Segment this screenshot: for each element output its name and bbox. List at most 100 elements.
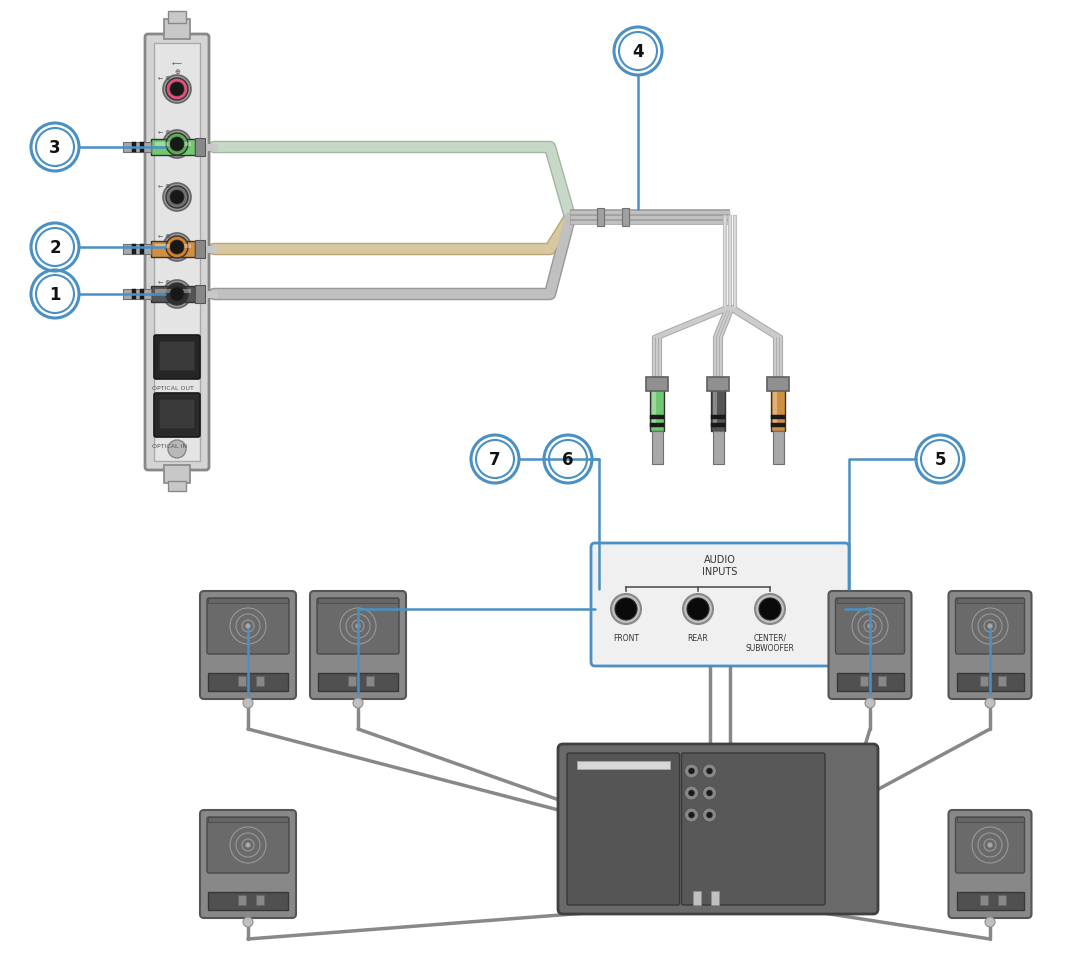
Bar (998, 895, 1006, 905)
Circle shape (702, 786, 716, 800)
Circle shape (163, 76, 191, 104)
Bar (151, 140, 195, 156)
Circle shape (987, 624, 993, 629)
Bar (836, 599, 903, 603)
FancyBboxPatch shape (956, 599, 1024, 654)
FancyBboxPatch shape (835, 599, 904, 654)
Bar (956, 818, 1024, 822)
FancyBboxPatch shape (566, 753, 680, 905)
Circle shape (987, 843, 993, 848)
FancyBboxPatch shape (154, 393, 200, 437)
Bar (693, 891, 700, 905)
Circle shape (688, 790, 695, 796)
Bar (980, 677, 988, 687)
Text: 6: 6 (562, 451, 574, 468)
Circle shape (707, 812, 712, 819)
Text: 7: 7 (489, 451, 501, 468)
Bar (650, 416, 664, 420)
Bar (652, 431, 663, 465)
Circle shape (163, 234, 191, 262)
Bar (151, 242, 195, 258)
Bar (836, 673, 903, 691)
Bar (208, 673, 288, 691)
Bar (771, 389, 786, 431)
Text: 5: 5 (934, 451, 946, 468)
Bar (208, 818, 288, 822)
Bar (155, 143, 191, 147)
Circle shape (243, 917, 252, 927)
Bar (195, 286, 205, 304)
Bar (164, 20, 190, 40)
Text: 2: 2 (50, 239, 60, 257)
Text: AUDIO
INPUTS: AUDIO INPUTS (702, 555, 738, 576)
Circle shape (702, 808, 716, 822)
Circle shape (868, 624, 873, 629)
FancyBboxPatch shape (948, 810, 1032, 918)
Bar (140, 289, 144, 299)
FancyBboxPatch shape (948, 592, 1032, 699)
Bar (132, 244, 136, 254)
Circle shape (684, 786, 698, 800)
Circle shape (687, 599, 709, 620)
Bar (238, 677, 246, 687)
Bar (366, 677, 374, 687)
Circle shape (168, 440, 186, 459)
FancyBboxPatch shape (154, 335, 200, 379)
FancyBboxPatch shape (829, 592, 912, 699)
Bar (956, 673, 1024, 691)
Bar (577, 761, 669, 770)
Circle shape (246, 843, 250, 848)
Bar (208, 599, 288, 603)
Circle shape (684, 808, 698, 822)
Circle shape (707, 768, 712, 775)
FancyBboxPatch shape (200, 592, 296, 699)
Bar (707, 378, 729, 391)
Bar (256, 895, 264, 905)
Bar (168, 12, 186, 24)
Text: 4: 4 (632, 43, 644, 61)
Bar (711, 389, 725, 431)
Bar (713, 431, 724, 465)
Circle shape (353, 698, 363, 708)
Circle shape (163, 131, 191, 158)
Bar (256, 677, 264, 687)
Text: OPTICAL OUT: OPTICAL OUT (152, 385, 194, 390)
Text: 3: 3 (50, 139, 60, 156)
Circle shape (170, 288, 185, 301)
Circle shape (170, 241, 185, 254)
Bar (980, 895, 988, 905)
Bar (132, 289, 136, 299)
Circle shape (755, 595, 786, 624)
FancyBboxPatch shape (558, 744, 878, 914)
Text: ⟵
⊕: ⟵ ⊕ (172, 62, 182, 74)
Bar (168, 481, 186, 492)
Bar (767, 378, 789, 391)
Bar (860, 677, 868, 687)
Bar (349, 677, 356, 687)
Bar (998, 677, 1006, 687)
Circle shape (702, 764, 716, 778)
Bar (646, 378, 668, 391)
Bar (164, 466, 190, 483)
Circle shape (865, 698, 875, 708)
Circle shape (166, 237, 188, 259)
FancyBboxPatch shape (145, 35, 209, 470)
Text: FRONT: FRONT (613, 634, 639, 643)
Circle shape (166, 187, 188, 208)
Circle shape (688, 812, 695, 819)
Bar (123, 289, 151, 299)
Text: ← ⊕: ← ⊕ (158, 75, 170, 80)
FancyBboxPatch shape (310, 592, 406, 699)
FancyBboxPatch shape (159, 400, 195, 429)
FancyBboxPatch shape (207, 818, 289, 873)
Circle shape (615, 599, 637, 620)
Circle shape (355, 624, 360, 629)
Bar (711, 423, 725, 427)
FancyBboxPatch shape (682, 753, 825, 905)
Circle shape (684, 764, 698, 778)
Bar (956, 892, 1024, 911)
Circle shape (611, 595, 641, 624)
Circle shape (243, 698, 252, 708)
Bar (195, 139, 205, 156)
Bar (154, 44, 200, 462)
